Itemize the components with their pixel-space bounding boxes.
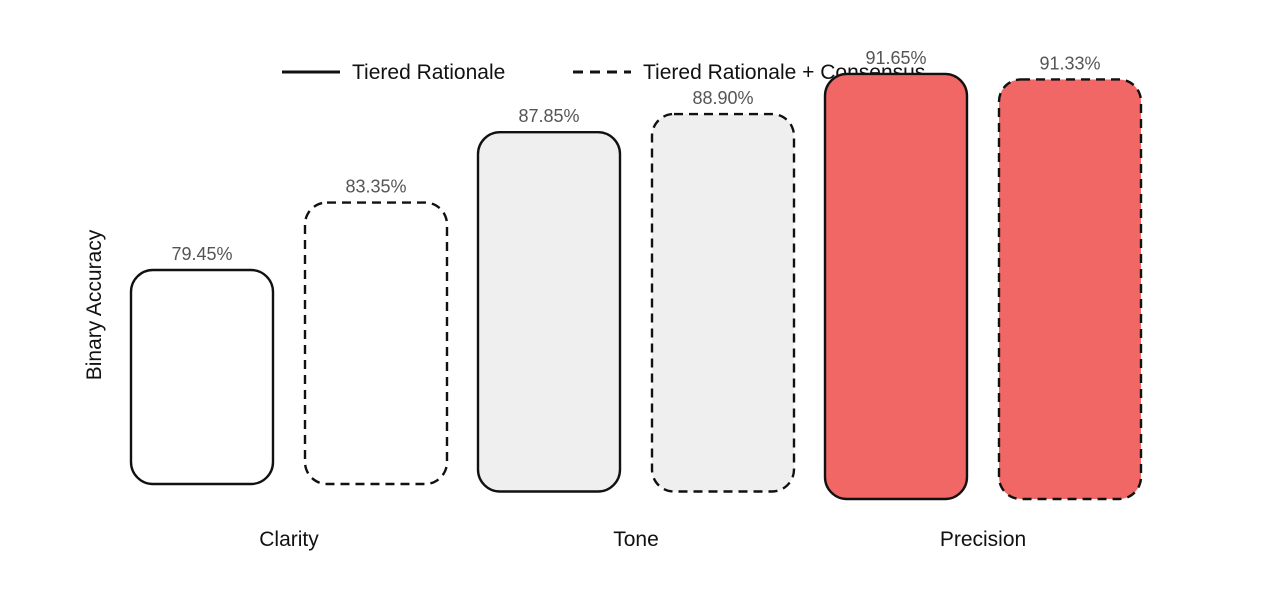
- data-label-precision-series-1: 91.65%: [865, 48, 926, 68]
- bar-clarity-series-2: [303, 201, 449, 486]
- data-label-tone-series-2: 88.90%: [692, 88, 753, 108]
- bar-precision-series-1: [823, 72, 969, 501]
- bar-precision-series-2: [997, 78, 1143, 501]
- y-axis-label: Binary Accuracy: [83, 229, 106, 380]
- data-label-clarity-series-2: 83.35%: [345, 177, 406, 197]
- category-label-clarity: Clarity: [259, 528, 319, 551]
- bar-tone-series-2: [650, 112, 796, 493]
- category-label-tone: Tone: [613, 528, 659, 551]
- data-label-clarity-series-1: 79.45%: [171, 244, 232, 264]
- category-label-precision: Precision: [940, 528, 1026, 551]
- data-label-tone-series-1: 87.85%: [518, 106, 579, 126]
- bar-clarity-series-1: [129, 268, 275, 486]
- bar-tone-series-1: [476, 130, 622, 493]
- legend-label-1: Tiered Rationale: [352, 61, 505, 84]
- data-label-precision-series-2: 91.33%: [1039, 53, 1100, 73]
